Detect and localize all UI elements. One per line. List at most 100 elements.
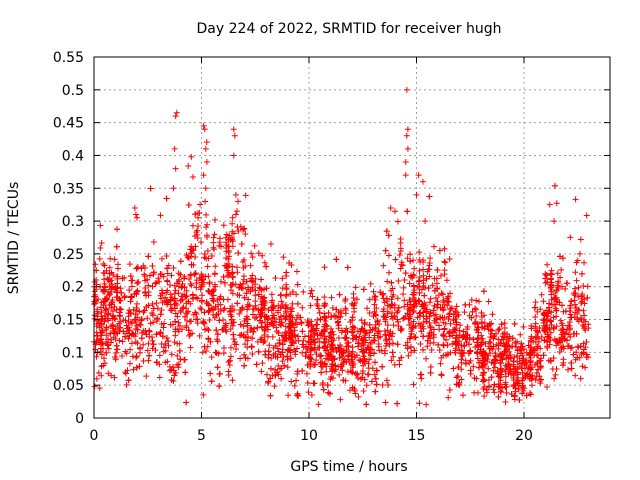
data-point (489, 311, 496, 318)
data-point (198, 271, 205, 278)
data-point (426, 332, 433, 339)
data-point (247, 288, 254, 295)
data-point (147, 185, 154, 192)
data-point (272, 274, 279, 281)
data-point (295, 392, 302, 399)
data-point (487, 326, 494, 333)
data-point (177, 258, 184, 265)
data-point (212, 283, 219, 290)
data-point (501, 333, 508, 340)
data-point (570, 351, 577, 358)
data-point (197, 201, 204, 208)
data-point (207, 370, 214, 377)
data-point (453, 374, 460, 381)
data-point (188, 153, 195, 160)
data-point (267, 392, 274, 399)
data-point (351, 300, 358, 307)
data-point (154, 315, 161, 322)
data-point (492, 352, 499, 359)
data-point (332, 362, 339, 369)
data-point (241, 294, 248, 301)
data-point (547, 281, 554, 288)
data-point (192, 270, 199, 277)
data-point (229, 220, 236, 227)
data-point (349, 369, 356, 376)
data-point (181, 275, 188, 282)
data-point (431, 243, 438, 250)
data-point (363, 329, 370, 336)
data-point (220, 222, 227, 229)
data-point (560, 359, 567, 366)
data-point (435, 322, 442, 329)
data-point (411, 289, 418, 296)
data-point (106, 270, 113, 277)
data-point (192, 309, 199, 316)
data-point (432, 294, 439, 301)
y-tick-label: 0.05 (53, 378, 84, 394)
data-point (104, 342, 111, 349)
data-point (426, 193, 433, 200)
data-point (407, 258, 414, 265)
data-point (480, 361, 487, 368)
data-point (553, 287, 560, 294)
data-point (416, 274, 423, 281)
data-point (481, 369, 488, 376)
data-point (502, 348, 509, 355)
data-point (114, 226, 121, 233)
data-point (491, 356, 498, 363)
data-point (519, 352, 526, 359)
data-point (202, 185, 209, 192)
data-point (283, 309, 290, 316)
data-point (150, 305, 157, 312)
data-point (410, 283, 417, 290)
data-point (508, 390, 515, 397)
data-point (276, 316, 283, 323)
data-point (283, 291, 290, 298)
data-point (396, 251, 403, 258)
data-point (519, 362, 526, 369)
data-point (133, 307, 140, 314)
data-point (198, 298, 205, 305)
data-point (192, 211, 199, 218)
data-point (411, 265, 418, 272)
data-point (174, 280, 181, 287)
data-point (541, 311, 548, 318)
data-point (410, 307, 417, 314)
data-point (497, 377, 504, 384)
data-point (98, 336, 105, 343)
data-point (552, 301, 559, 308)
data-point (272, 342, 279, 349)
data-point (349, 384, 356, 391)
data-point (110, 328, 117, 335)
data-point (225, 247, 232, 254)
data-point (127, 346, 134, 353)
data-point (402, 270, 409, 277)
data-point (242, 192, 249, 199)
data-point (264, 316, 271, 323)
data-point (382, 343, 389, 350)
data-point (244, 320, 251, 327)
data-point (415, 278, 422, 285)
data-point (159, 255, 166, 262)
data-point (219, 317, 226, 324)
data-point (159, 290, 166, 297)
y-tick-label: 0.3 (62, 214, 84, 230)
data-point (574, 257, 581, 264)
data-point (546, 308, 553, 315)
data-point (425, 285, 432, 292)
plot-frame (93, 56, 611, 419)
data-point (244, 306, 251, 313)
data-point (475, 329, 482, 336)
data-point (164, 270, 171, 277)
data-point (189, 173, 196, 180)
data-point (347, 387, 354, 394)
data-point (176, 322, 183, 329)
data-point (183, 287, 190, 294)
data-point (279, 341, 286, 348)
data-point (566, 326, 573, 333)
data-point (327, 376, 334, 383)
data-point (292, 337, 299, 344)
data-point (364, 371, 371, 378)
data-point (239, 280, 246, 287)
